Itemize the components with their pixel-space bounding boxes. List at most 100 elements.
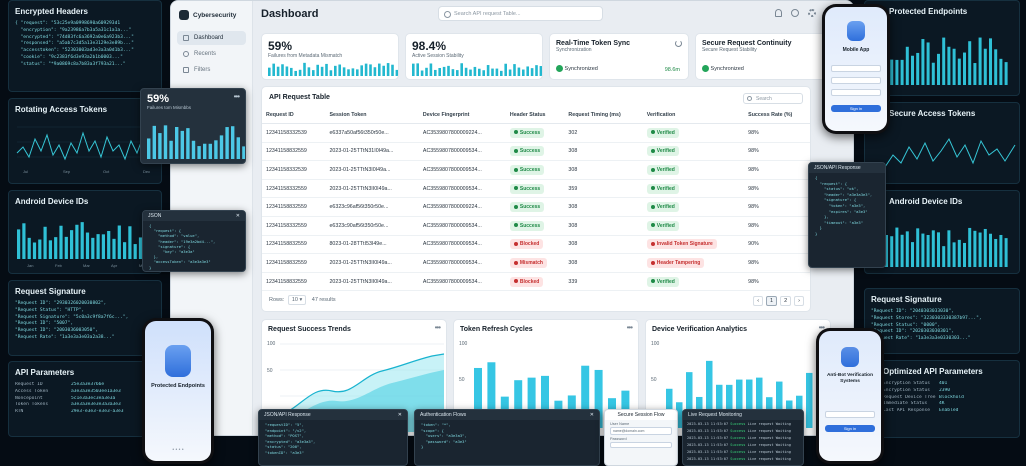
table-row[interactable]: 12341158332539 e6337a50af56t350r50e... AC3… — [262, 123, 810, 143]
session-pass-input[interactable] — [610, 442, 672, 448]
table-cell: Header Tampering — [642, 253, 745, 273]
sidebar-item-recents[interactable]: Recents — [177, 47, 246, 61]
anti-bot-button[interactable]: Sign in — [825, 425, 875, 432]
request-signature-panel: Request Signature "Request ID": "2930326… — [8, 280, 162, 356]
table-cell: AC3559807800009534... — [418, 179, 506, 199]
column-header[interactable]: Request Timing (ms) — [564, 107, 643, 124]
session-user-label: User Name — [610, 422, 630, 426]
table-row[interactable]: 12341158832559 e6323c96af56t350r50e... AC3… — [262, 197, 810, 217]
sidebar-item-dashboard[interactable]: Dashboard — [177, 31, 246, 45]
bar — [905, 46, 909, 85]
bar — [197, 146, 201, 159]
close-icon[interactable]: ✕ — [589, 412, 594, 418]
param-value: 29e3-e3e3-e3e3-a3e3 — [71, 409, 124, 415]
live-cell: Live request Waiting — [747, 429, 791, 433]
json-api-title: JSON/API Response — [264, 412, 311, 418]
table-cell: Blocked — [505, 272, 565, 292]
bar — [75, 224, 79, 259]
column-header[interactable]: Request ID — [262, 107, 326, 124]
table-search-input[interactable]: Search — [743, 93, 803, 104]
bar — [522, 69, 525, 76]
mobile-signin-button[interactable]: Sign in — [831, 105, 881, 112]
table-row[interactable]: 12341158832559 2023-01-25TTtN31I0I49a... A… — [262, 142, 810, 162]
column-header[interactable]: Header Status — [505, 107, 565, 124]
encrypted-headers-title: Encrypted Headers — [15, 7, 88, 16]
table-header-row: Request ID Session Token Device Fingerprin… — [262, 107, 810, 124]
param-key: Token Tokens — [15, 402, 49, 408]
table-row[interactable]: 12341158832559 2023-01-25TTtN3II0I49a... A… — [262, 253, 810, 273]
bar — [963, 52, 966, 85]
prev-page-button[interactable]: ‹ — [753, 296, 764, 306]
bar — [434, 69, 437, 76]
table-cell: 8023-01-28TTtI53I49e... — [325, 235, 419, 255]
param-row: Encryption Status 401 — [883, 381, 1013, 388]
shield-check-icon — [165, 345, 191, 377]
bar — [926, 234, 930, 267]
json-api-header: JSON/API Response ✕ — [259, 410, 407, 420]
bar — [994, 49, 998, 85]
table-row[interactable]: 12341158332539 2023-01-25TTtN3I0I49a... AC… — [262, 160, 810, 180]
more-icon[interactable]: ••• — [233, 92, 240, 101]
bar — [329, 70, 333, 76]
y-tick-100: 100 — [267, 341, 276, 347]
status-badge: Invalid Token Signature — [646, 239, 717, 250]
bar — [312, 70, 315, 76]
status-badge: Success — [509, 164, 545, 175]
more-icon[interactable]: ••• — [434, 323, 441, 332]
help-icon[interactable] — [791, 9, 799, 17]
bar — [107, 230, 111, 259]
right-request-signature-panel: Request Signature "Request ID": "2040303… — [864, 288, 1020, 354]
table-row[interactable]: 12341158832559 2023-01-25TTtN3II0I49a... A… — [262, 272, 810, 292]
mobile-password-field[interactable] — [831, 77, 881, 84]
sidebar-item-filters[interactable]: Filters — [177, 63, 246, 77]
refresh-icon[interactable] — [675, 40, 682, 47]
code-line: "request": { — [815, 180, 848, 186]
bar — [351, 68, 355, 76]
bar — [491, 68, 494, 76]
more-icon[interactable]: ••• — [626, 323, 633, 332]
next-page-button[interactable]: › — [794, 296, 804, 306]
mobile-code-field[interactable] — [831, 89, 881, 96]
anti-bot-field[interactable] — [825, 411, 875, 418]
column-header[interactable]: Success Rate (%) — [744, 107, 810, 124]
table-cell: Verified — [642, 197, 745, 217]
bar — [963, 242, 966, 267]
session-caption: Active Session Stability — [412, 53, 464, 59]
table-cell: Verified — [642, 160, 745, 180]
bell-icon[interactable] — [775, 9, 782, 17]
param-row: Encryption Status 2390 — [883, 388, 1013, 395]
table-cell: AC3559807800009534... — [418, 142, 506, 162]
bar — [64, 236, 68, 259]
code-line: "method": "value", — [149, 233, 200, 239]
code-line: }, — [149, 254, 159, 260]
table-cell: e6337a50af56t350r50e... — [325, 123, 419, 143]
column-header[interactable]: Session Token — [325, 107, 419, 124]
column-header[interactable]: Device Fingerprint — [418, 107, 506, 124]
rt-x2: Sep — [63, 169, 71, 174]
table-row[interactable]: 12341158332559 e6323c90af56t350r50e... AC3… — [262, 216, 810, 236]
search-input[interactable]: Search API request Table... — [438, 6, 603, 21]
bar — [890, 59, 894, 85]
bar — [147, 138, 151, 159]
rows-select[interactable]: 10 ▾ — [287, 295, 307, 305]
settings-icon[interactable] — [808, 9, 816, 17]
table-row[interactable]: 12341158332559 2023-01-25TTtN3II0I49a... A… — [262, 179, 810, 199]
session-user-input[interactable]: name@domain.com — [610, 427, 672, 435]
close-icon[interactable]: ✕ — [235, 213, 240, 219]
bar — [342, 67, 346, 76]
bar — [320, 66, 324, 76]
more-icon[interactable]: ••• — [818, 323, 825, 332]
table-row[interactable]: 12341158832559 8023-01-28TTtI53I49e... AC3… — [262, 235, 810, 255]
token-sync-status: Synchronized — [556, 65, 598, 72]
page-1-button[interactable]: 1 — [766, 296, 778, 306]
bar — [442, 66, 446, 76]
live-row: 2023-03-13 11:53:07 Success Live request… — [687, 442, 799, 449]
table-cell: 98% — [744, 160, 810, 180]
column-header[interactable]: Verification — [642, 107, 745, 124]
live-cell: Live request Waiting — [747, 450, 791, 454]
mobile-email-field[interactable] — [831, 65, 881, 72]
close-icon[interactable]: ✕ — [397, 412, 402, 418]
code-line: "endpoint": "/v2", — [265, 427, 307, 433]
mismatch-stat-card: 59% Failures from Metadata Mismatch — [261, 33, 399, 80]
page-2-button[interactable]: 2 — [780, 296, 792, 306]
